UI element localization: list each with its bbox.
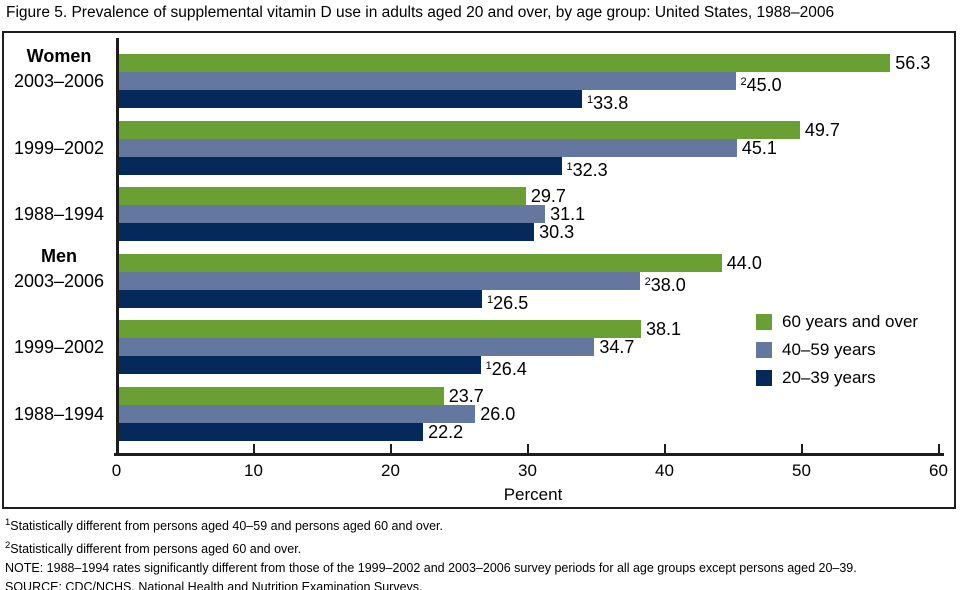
value-label: 126.4 — [485, 359, 527, 379]
value-label: 31.1 — [550, 204, 586, 224]
x-axis-title: Percent — [503, 485, 563, 504]
bar — [119, 404, 476, 423]
legend-item-label: 20–39 years — [782, 368, 876, 387]
x-tick — [526, 444, 529, 453]
x-tick-label: 20 — [381, 461, 400, 480]
group-period-label: 1988–1994 — [13, 204, 105, 224]
value-superscript: 2 — [740, 76, 747, 88]
x-tick-label: 60 — [929, 461, 948, 480]
group-period-label: 1988–1994 — [13, 403, 105, 424]
legend-item-label: 40–59 years — [782, 340, 876, 359]
value-superscript: 2 — [644, 275, 651, 288]
footnote-line: 2Statistically different from persons ag… — [5, 536, 857, 559]
bar — [119, 338, 595, 356]
value-superscript: 1 — [485, 360, 492, 372]
footnote-superscript: 1 — [5, 517, 11, 528]
bar — [119, 72, 736, 90]
bar — [119, 386, 444, 405]
footnote-line: NOTE: 1988–1994 rates significantly diff… — [5, 559, 857, 578]
legend-swatch — [756, 342, 772, 358]
footnote-text: NOTE: 1988–1994 rates significantly diff… — [5, 561, 857, 576]
legend-swatch — [756, 370, 772, 386]
x-tick — [800, 444, 803, 453]
group-section-label: Women — [26, 46, 92, 66]
x-tick — [937, 444, 940, 453]
value-label: 238.0 — [644, 274, 686, 295]
value-superscript: 1 — [566, 160, 573, 173]
bar — [119, 90, 583, 108]
value-label: 34.7 — [599, 337, 635, 357]
x-axis-line — [114, 453, 944, 456]
footnote-line: SOURCE: CDC/NCHS, National Health and Nu… — [5, 578, 857, 590]
y-axis-line — [116, 38, 119, 456]
x-tick-label: 0 — [111, 461, 122, 480]
x-tick-label: 50 — [792, 461, 811, 480]
group-period-label: 2003–2006 — [13, 270, 105, 291]
group-section-label: Men — [41, 245, 77, 266]
value-label: 126.5 — [487, 292, 529, 313]
footnote-superscript: 2 — [5, 540, 11, 552]
bar — [119, 422, 424, 441]
bar — [119, 320, 641, 338]
bar — [119, 120, 800, 139]
value-label: 56.3 — [895, 53, 931, 73]
value-label: 45.1 — [741, 137, 777, 158]
bar — [119, 356, 481, 374]
bar — [119, 54, 891, 72]
footnote-text: Statistically different from persons age… — [10, 542, 302, 557]
chart-panel: Percent 60 years and over 40–59 years 20–3… — [2, 31, 956, 509]
value-superscript: 1 — [487, 293, 494, 306]
x-tick-label: 40 — [655, 461, 674, 480]
value-label: 133.8 — [587, 93, 629, 113]
bar — [119, 205, 546, 223]
bar — [119, 156, 562, 175]
x-tick — [115, 444, 118, 453]
legend-item-label: 60 years and over — [782, 312, 919, 331]
x-tick — [663, 444, 666, 453]
footnote-text: Statistically different from persons age… — [10, 519, 443, 534]
group-period-label: 1999–2002 — [13, 337, 105, 357]
value-superscript: 1 — [587, 94, 594, 106]
legend-swatch — [756, 314, 772, 330]
x-tick — [252, 444, 255, 453]
bar — [119, 271, 640, 290]
footnotes: 1Statistically different from persons ag… — [5, 513, 857, 590]
figure-title: Figure 5. Prevalence of supplemental vit… — [6, 4, 835, 21]
bar — [119, 187, 526, 205]
x-tick-label: 30 — [518, 461, 537, 480]
value-label: 49.7 — [804, 119, 840, 140]
value-label: 245.0 — [740, 75, 782, 95]
footnote-line: 1Statistically different from persons ag… — [5, 513, 857, 536]
bar — [119, 289, 483, 308]
value-label: 23.7 — [448, 385, 484, 406]
value-label: 44.0 — [726, 252, 762, 273]
x-tick-label: 10 — [244, 461, 263, 480]
x-tick — [389, 444, 392, 453]
footnote-text: SOURCE: CDC/NCHS, National Health and Nu… — [5, 580, 423, 590]
value-label: 22.2 — [428, 421, 464, 442]
group-period-label: 1999–2002 — [13, 137, 105, 158]
value-label: 132.3 — [566, 159, 608, 180]
value-label: 26.0 — [480, 403, 516, 424]
group-period-label: 2003–2006 — [13, 71, 105, 91]
value-label: 38.1 — [645, 319, 682, 339]
bar — [119, 138, 737, 157]
bar — [119, 223, 535, 241]
value-label: 30.3 — [539, 222, 575, 242]
value-label: 29.7 — [530, 186, 566, 206]
bar — [119, 253, 722, 272]
